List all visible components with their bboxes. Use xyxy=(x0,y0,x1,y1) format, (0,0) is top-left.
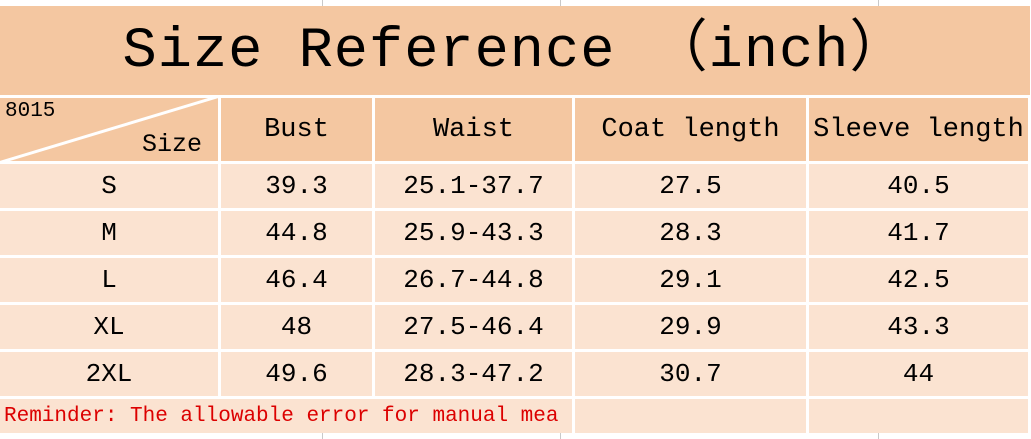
corner-size-label: Size xyxy=(141,130,202,159)
cell-coat-length: 29.9 xyxy=(575,305,806,349)
reminder-note: Reminder: The allowable error for manual… xyxy=(0,399,572,433)
corner-cell: 8015 Size xyxy=(0,98,218,161)
cell-sleeve-length: 44 xyxy=(809,352,1028,396)
cell-waist: 27.5-46.4 xyxy=(375,305,572,349)
row-label-size: S xyxy=(0,164,218,208)
page-title: Size Reference （inch） xyxy=(0,6,1030,95)
column-header-bust: Bust xyxy=(221,98,372,161)
row-label-size: XL xyxy=(0,305,218,349)
size-table: 8015 Size Bust Waist Coat length Sleeve … xyxy=(0,98,1028,433)
cell-sleeve-length: 43.3 xyxy=(809,305,1028,349)
cell-bust: 48 xyxy=(221,305,372,349)
empty-cell xyxy=(575,399,806,433)
cell-waist: 26.7-44.8 xyxy=(375,258,572,302)
cell-sleeve-length: 41.7 xyxy=(809,211,1028,255)
cell-coat-length: 28.3 xyxy=(575,211,806,255)
row-label-size: L xyxy=(0,258,218,302)
gridline-artifact xyxy=(322,433,323,439)
gridline-artifact xyxy=(878,433,879,439)
diagonal-divider xyxy=(0,98,218,161)
row-label-size: M xyxy=(0,211,218,255)
cell-bust: 46.4 xyxy=(221,258,372,302)
cell-bust: 39.3 xyxy=(221,164,372,208)
gridline-artifact xyxy=(560,433,561,439)
column-header-waist: Waist xyxy=(375,98,572,161)
column-header-coat-length: Coat length xyxy=(575,98,806,161)
row-label-size: 2XL xyxy=(0,352,218,396)
empty-cell xyxy=(809,399,1028,433)
cell-coat-length: 29.1 xyxy=(575,258,806,302)
cell-waist: 25.1-37.7 xyxy=(375,164,572,208)
cell-coat-length: 30.7 xyxy=(575,352,806,396)
cell-coat-length: 27.5 xyxy=(575,164,806,208)
column-header-sleeve-length: Sleeve length xyxy=(809,98,1028,161)
cell-bust: 44.8 xyxy=(221,211,372,255)
cell-sleeve-length: 40.5 xyxy=(809,164,1028,208)
cell-sleeve-length: 42.5 xyxy=(809,258,1028,302)
gridline-artifact xyxy=(878,0,879,6)
gridline-artifact xyxy=(322,0,323,6)
cell-bust: 49.6 xyxy=(221,352,372,396)
gridline-artifact xyxy=(560,0,561,6)
cell-waist: 28.3-47.2 xyxy=(375,352,572,396)
cell-waist: 25.9-43.3 xyxy=(375,211,572,255)
model-number: 8015 xyxy=(5,100,56,123)
